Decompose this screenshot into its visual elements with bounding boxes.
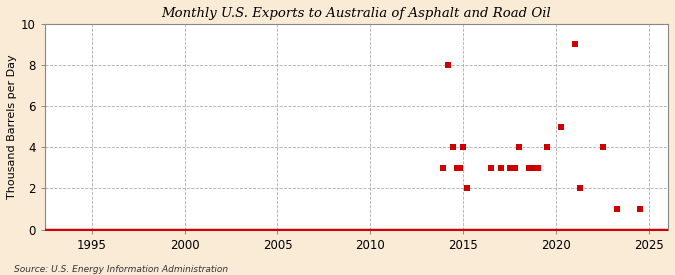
- Text: Source: U.S. Energy Information Administration: Source: U.S. Energy Information Administ…: [14, 265, 227, 274]
- Title: Monthly U.S. Exports to Australia of Asphalt and Road Oil: Monthly U.S. Exports to Australia of Asp…: [161, 7, 551, 20]
- Y-axis label: Thousand Barrels per Day: Thousand Barrels per Day: [7, 54, 17, 199]
